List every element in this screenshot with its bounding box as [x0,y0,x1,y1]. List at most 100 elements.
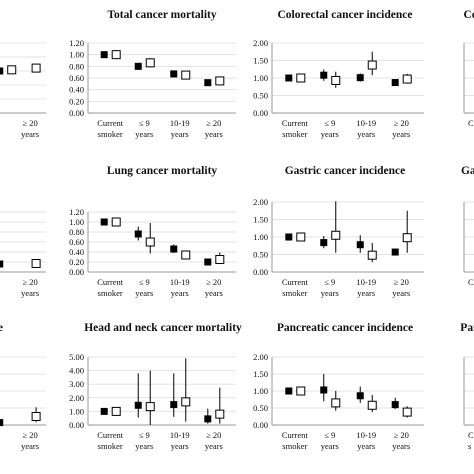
open-square-marker [145,237,155,247]
filled-square-marker [0,419,4,427]
x-category-label: Current [282,118,309,128]
filled-square-marker [170,70,178,78]
y-tick-label: 1.50 [253,56,268,66]
y-tick-label: 0.80 [69,61,84,71]
x-category-label: years [392,288,410,298]
y-tick-label: 1.00 [253,232,268,242]
open-square-marker [215,409,225,419]
x-category-label: ≥ 20 [22,118,37,128]
filled-square-marker [170,401,178,409]
panel-title: Gastric cancer incidence [285,165,406,177]
y-tick-label: 0.20 [69,257,84,267]
y-tick-label: 2.00 [253,197,268,207]
y-tick-label: 0.40 [69,247,84,257]
x-category-label: Current [97,430,124,440]
x-category-label: years [171,441,189,451]
panel-p13: Gastr C [461,165,474,287]
panel-p21: Head and neck cancer mortality 0.00 1.00 2.… [69,322,242,451]
y-tick-label: 0.60 [69,237,84,247]
x-category-label: smoker [98,129,123,139]
x-category-label: years [205,129,223,139]
open-square-marker [111,50,121,60]
filled-square-marker [134,401,142,409]
y-tick-label: 0.80 [69,227,84,237]
x-category-label: ≥ 20 [22,277,37,287]
panel-title: Colo [464,9,474,21]
open-square-marker [215,255,225,264]
panel-p03: Colo C [463,9,474,128]
x-category-label: years [135,288,153,298]
panel-p02: Colorectal cancer incidence 0.00 0.50 1.00 1… [253,9,424,139]
y-tick-label: 1.00 [253,386,268,396]
x-category-label: C [468,277,474,287]
open-square-marker [367,250,377,260]
filled-square-marker [285,387,293,395]
x-category-label: years [205,288,223,298]
x-category-label: smoker [98,288,123,298]
open-square-marker [367,400,377,410]
open-square-marker [145,402,155,412]
x-category-label: smoker [282,288,307,298]
x-category-label: years [21,288,39,298]
x-category-label: 10-19 [356,277,376,287]
y-tick-label: 0.00 [253,267,268,277]
x-category-label: 10-19 [170,277,190,287]
open-square-marker [296,386,306,396]
y-tick-label: 0.20 [69,96,84,106]
y-tick-label: 1.50 [253,369,268,379]
x-category-label: 10-19 [170,430,190,440]
x-category-label: Current [282,430,309,440]
x-category-label: C [468,118,474,128]
x-category-label: ≥ 20 [394,277,409,287]
x-category-label: Current [97,277,124,287]
open-square-marker [402,407,412,417]
panel-p12: Gastric cancer incidence 0.00 0.50 1.00 1.50… [253,165,424,298]
x-category-label: ≤ 9 [324,118,335,128]
open-square-marker [111,217,121,227]
filled-square-marker [100,407,108,415]
open-square-marker [145,58,155,68]
x-category-label: years [135,129,153,139]
y-tick-label: 1.00 [69,50,84,60]
filled-square-marker [320,386,328,394]
x-category-label: s [468,441,471,451]
y-tick-label: 4.00 [69,366,84,376]
y-tick-label: 1.00 [69,406,84,416]
open-square-marker [181,397,191,407]
filled-square-marker [356,74,364,82]
x-category-label: 10-19 [170,118,190,128]
x-category-label: ≥ 20 [394,118,409,128]
x-category-label: years [321,129,339,139]
x-category-label: years [321,288,339,298]
y-tick-label: 0.00 [253,420,268,430]
open-square-marker [402,74,412,84]
x-category-label: years [392,129,410,139]
filled-square-marker [170,245,178,253]
panel-p22: Pancreatic cancer incidence 0.00 0.50 1.00 1… [253,322,424,451]
x-category-label: years [392,441,410,451]
panel-title: Total cancer mortality [107,9,216,21]
x-category-label: smoker [282,129,307,139]
open-square-marker [367,60,377,70]
y-tick-label: 3.00 [69,379,84,389]
filled-square-marker [204,79,212,87]
x-category-label: ≤ 9 [139,118,150,128]
y-tick-label: 0.60 [69,73,84,83]
x-category-label: years [171,129,189,139]
open-square-marker [402,233,412,243]
x-category-label: Current [282,277,309,287]
filled-square-marker [356,392,364,400]
panel-title: Head and neck cancer mortality [84,322,242,334]
x-category-label: years [21,441,39,451]
filled-square-marker [134,62,142,70]
y-tick-label: 2.00 [253,352,268,362]
open-square-marker [31,63,41,73]
y-tick-label: 0.00 [253,108,268,118]
panel-p11: Lung cancer mortality 0.000.200.400.600.8… [69,165,236,298]
y-tick-label: 1.50 [253,215,268,225]
x-category-label: ≤ 9 [324,430,335,440]
x-category-label: ≤ 9 [139,430,150,440]
